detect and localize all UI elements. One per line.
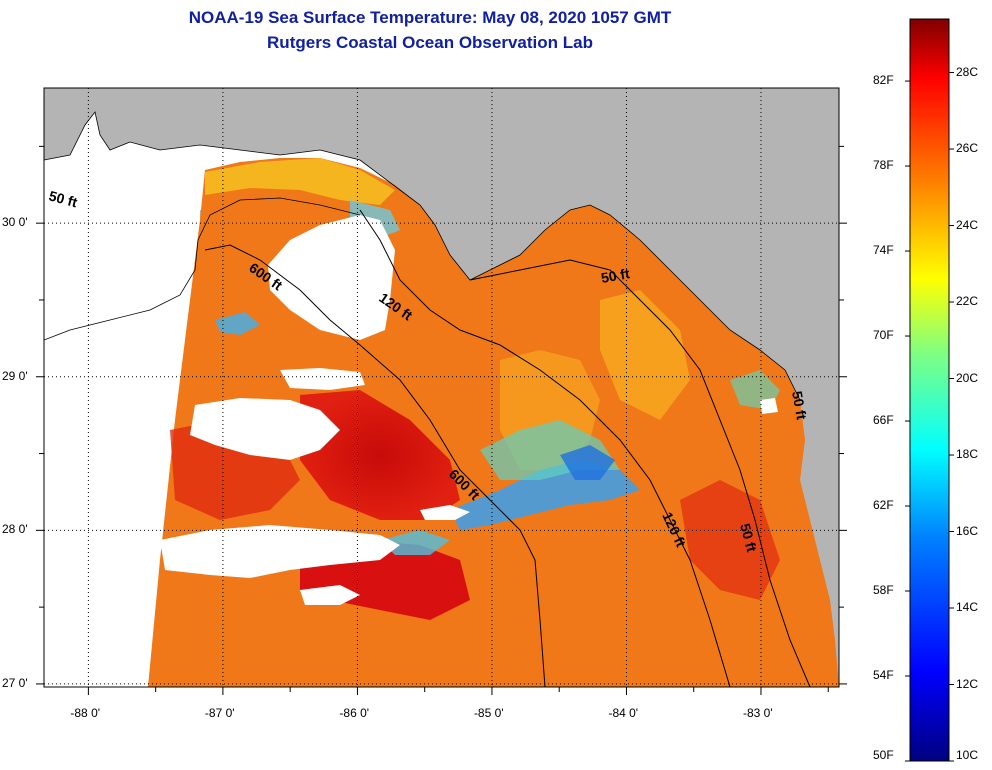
colorbar-celsius-label: 26C bbox=[956, 141, 979, 156]
lon-tick-label: -84 0' bbox=[608, 706, 639, 720]
depth-label: 50 ft bbox=[737, 522, 760, 554]
colorbar-celsius-label: 24C bbox=[956, 217, 979, 232]
colorbar-fahrenheit-label: 70F bbox=[873, 328, 894, 343]
lon-tick-label: -83 0' bbox=[742, 706, 773, 720]
lon-tick-label: -88 0' bbox=[70, 706, 101, 720]
colorbar-fahrenheit-label: 50F bbox=[873, 748, 894, 762]
colorbar-celsius-label: 18C bbox=[956, 447, 979, 462]
map-frame bbox=[43, 87, 840, 688]
colorbar-celsius-label: 14C bbox=[956, 600, 979, 614]
colorbar-fahrenheit-label: 54F bbox=[873, 668, 894, 682]
colorbar-fahrenheit-label: 82F bbox=[873, 73, 894, 88]
colorbar-celsius-label: 20C bbox=[956, 370, 979, 385]
lat-tick-label: 27 0' bbox=[2, 675, 28, 690]
colorbar-celsius-label: 12C bbox=[956, 676, 979, 691]
depth-label: 50 ft bbox=[47, 187, 79, 210]
cloud-mask bbox=[268, 215, 395, 340]
map-subtitle: Rutgers Coastal Ocean Observation Lab bbox=[267, 33, 593, 52]
map-title: NOAA-19 Sea Surface Temperature: May 08,… bbox=[188, 8, 672, 27]
western-no-data bbox=[44, 112, 410, 687]
lon-tick-label: -86 0' bbox=[339, 706, 370, 720]
warm-core bbox=[300, 390, 460, 520]
colorbar-fahrenheit-label: 74F bbox=[873, 243, 894, 258]
colorbar-celsius-label: 22C bbox=[956, 294, 979, 309]
bathymetry-contours bbox=[204, 209, 811, 688]
depth-label: 50 ft bbox=[789, 390, 810, 421]
colorbar-fahrenheit-label: 62F bbox=[873, 498, 894, 513]
depth-label: 50 ft bbox=[600, 265, 631, 286]
colorbar-celsius-label: 10C bbox=[956, 748, 979, 762]
colorbar bbox=[909, 18, 950, 762]
lat-tick-label: 30 0' bbox=[2, 215, 28, 230]
colorbar-celsius-label: 28C bbox=[956, 64, 979, 79]
coastline bbox=[44, 111, 801, 401]
colorbar-fahrenheit-label: 78F bbox=[873, 158, 894, 173]
colorbar-fahrenheit-label: 58F bbox=[873, 583, 894, 597]
lon-tick-label: -87 0' bbox=[204, 706, 235, 720]
coastal-band bbox=[205, 158, 395, 205]
lat-tick-label: 28 0' bbox=[2, 522, 28, 537]
lat-tick-label: 29 0' bbox=[2, 368, 28, 383]
colorbar-fahrenheit-label: 66F bbox=[873, 413, 894, 428]
colorbar-celsius-label: 16C bbox=[956, 523, 979, 538]
lon-tick-label: -85 0' bbox=[473, 706, 504, 720]
